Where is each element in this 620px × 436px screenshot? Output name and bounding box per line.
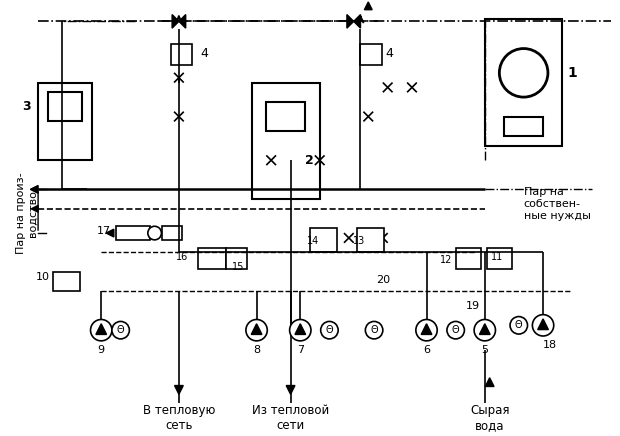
Text: 16: 16 (176, 252, 188, 262)
Text: 19: 19 (466, 301, 480, 311)
Text: 6: 6 (423, 344, 430, 354)
Text: 7: 7 (297, 344, 304, 354)
Text: Θ: Θ (452, 325, 459, 335)
Polygon shape (538, 319, 549, 330)
Polygon shape (179, 14, 186, 28)
Circle shape (112, 321, 130, 339)
Bar (360, 44, 382, 65)
Circle shape (365, 321, 383, 339)
Polygon shape (421, 324, 432, 334)
Polygon shape (106, 229, 114, 237)
Bar (485, 20, 562, 146)
Text: Сырая
вода: Сырая вода (470, 404, 510, 432)
Circle shape (148, 226, 161, 240)
Bar (38, 82, 92, 160)
Text: 8: 8 (253, 344, 260, 354)
Text: 14: 14 (307, 236, 319, 246)
Text: Θ: Θ (326, 325, 333, 335)
Text: 4: 4 (386, 47, 394, 60)
Circle shape (416, 320, 437, 341)
Polygon shape (286, 385, 295, 394)
Circle shape (510, 317, 528, 334)
Polygon shape (172, 14, 179, 28)
Polygon shape (353, 14, 360, 28)
Text: 11: 11 (491, 252, 503, 262)
Polygon shape (251, 324, 262, 334)
Text: 10: 10 (36, 272, 50, 282)
Circle shape (499, 48, 548, 97)
Text: 9: 9 (98, 344, 105, 354)
Bar (487, 248, 512, 269)
Text: 3: 3 (22, 100, 30, 113)
Polygon shape (347, 14, 353, 28)
Text: В тепловую
сеть: В тепловую сеть (143, 404, 215, 432)
Text: Θ: Θ (370, 325, 378, 335)
Polygon shape (175, 385, 184, 394)
Text: 15: 15 (232, 262, 245, 272)
Text: 4: 4 (200, 47, 208, 60)
Bar (456, 248, 481, 269)
Polygon shape (479, 324, 490, 334)
Polygon shape (30, 185, 38, 193)
Text: Пар на
собствен-
ные нужды: Пар на собствен- ные нужды (524, 187, 590, 221)
Text: Из тепловой
сети: Из тепловой сети (252, 404, 329, 432)
Text: 1: 1 (567, 66, 577, 80)
Text: 5: 5 (481, 344, 489, 354)
Bar (162, 226, 182, 240)
Text: 13: 13 (353, 236, 366, 246)
Bar (252, 82, 320, 199)
Circle shape (246, 320, 267, 341)
Circle shape (91, 320, 112, 341)
Circle shape (447, 321, 464, 339)
Bar (267, 102, 305, 131)
Polygon shape (485, 378, 494, 386)
Text: Θ: Θ (515, 320, 523, 330)
Circle shape (474, 320, 495, 341)
Bar (171, 44, 192, 65)
Bar (310, 228, 337, 252)
Text: Пар на произ-
водство: Пар на произ- водство (16, 173, 37, 255)
Circle shape (533, 315, 554, 336)
Polygon shape (295, 324, 306, 334)
Polygon shape (31, 205, 38, 212)
Text: Θ: Θ (117, 325, 125, 335)
Polygon shape (96, 324, 107, 334)
Bar (116, 226, 150, 240)
Bar (48, 92, 82, 121)
Text: 17: 17 (97, 226, 111, 236)
Text: 2: 2 (305, 154, 314, 167)
Bar (198, 248, 226, 269)
Circle shape (321, 321, 338, 339)
Bar (356, 228, 384, 252)
Bar (504, 116, 543, 136)
Bar (226, 248, 247, 269)
Circle shape (290, 320, 311, 341)
Text: 12: 12 (440, 255, 453, 265)
Text: 18: 18 (543, 340, 557, 350)
Polygon shape (365, 2, 372, 10)
Bar (53, 272, 80, 291)
Text: 20: 20 (376, 275, 390, 285)
